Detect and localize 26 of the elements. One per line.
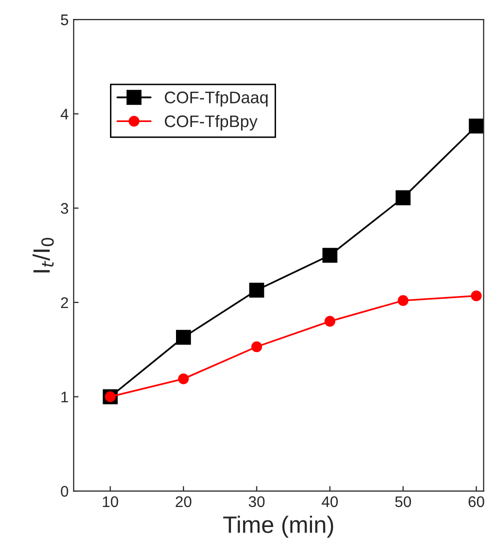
point xyxy=(322,248,338,263)
y-tick-label: 5 xyxy=(60,14,68,26)
point xyxy=(176,330,191,345)
point xyxy=(396,190,411,206)
y-tick-label: 0 xyxy=(60,486,68,497)
x-tick-label: 20 xyxy=(176,496,192,508)
point xyxy=(251,341,262,352)
point xyxy=(178,373,189,384)
y-tick-label: 2 xyxy=(61,297,68,308)
y-tick-label: 1 xyxy=(61,392,68,402)
point xyxy=(468,118,484,134)
legend-label: COF-TfpBpy xyxy=(164,115,258,131)
point xyxy=(324,316,336,327)
x-tick-label: 50 xyxy=(395,496,411,508)
x-tick-label: 10 xyxy=(102,496,118,508)
y-tick-label: 3 xyxy=(60,203,68,214)
point xyxy=(398,295,408,306)
x-axis-title: Time (min) xyxy=(223,516,334,538)
point xyxy=(249,282,264,298)
x-tick-label: 40 xyxy=(322,496,338,508)
point xyxy=(470,290,482,302)
x-tick-label: 30 xyxy=(248,496,265,508)
y-axis-title: I$_{t}$/I$_{0}$ xyxy=(32,238,54,272)
legend-label: COF-TfpDaaq xyxy=(164,91,268,107)
x-tick-label: 60 xyxy=(468,496,484,508)
y-tick-label: 4 xyxy=(60,108,68,120)
